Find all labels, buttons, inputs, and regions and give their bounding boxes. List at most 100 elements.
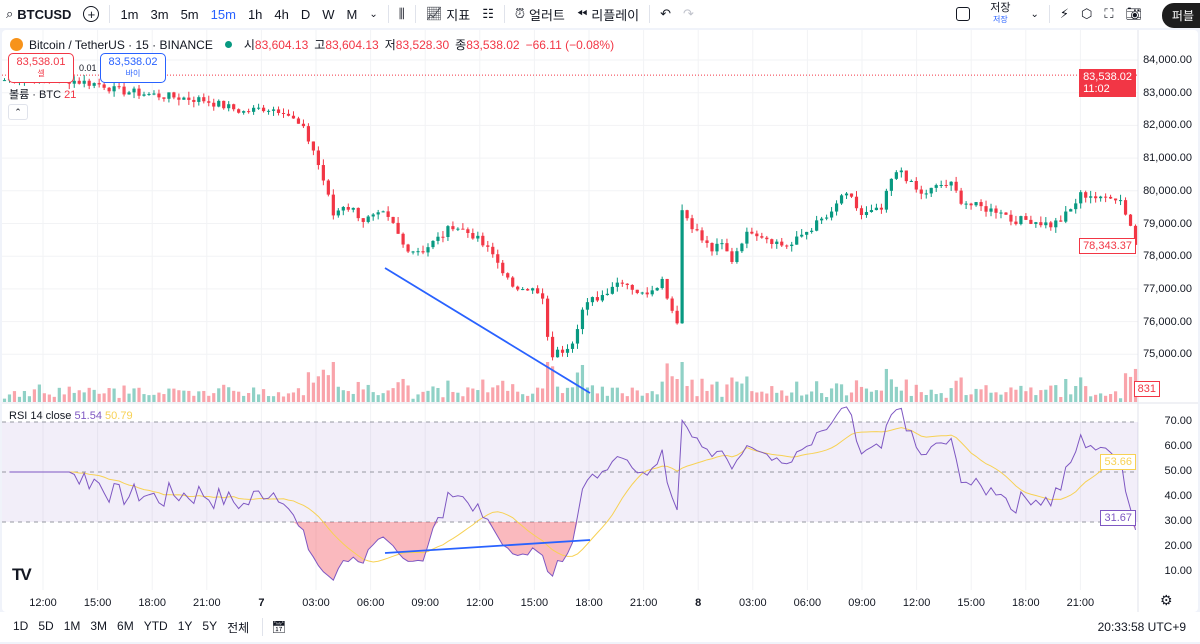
- tradingview-logo[interactable]: TV: [12, 565, 32, 584]
- axis-settings-gear-icon[interactable]: ⚙: [1160, 592, 1173, 608]
- volume-bar: [27, 396, 32, 402]
- volume-bar: [132, 388, 136, 402]
- tf-M[interactable]: M: [346, 6, 358, 22]
- candle-body: [401, 233, 405, 245]
- bottom-toolbar: 1D 5D 1M 3M 6M YTD 1Y 5Y 전체 📅︎ 20:33:58 UTC+9: [0, 612, 1200, 642]
- save-button[interactable]: 저장 저장: [976, 3, 1024, 25]
- candle-body: [820, 218, 824, 221]
- range-3M[interactable]: 3M: [90, 618, 108, 633]
- price-trendline-drawing[interactable]: [384, 267, 591, 394]
- add-symbol-button[interactable]: +: [77, 6, 105, 22]
- price-axis-label: 83,000.00: [1143, 86, 1192, 99]
- candle-body: [122, 86, 126, 95]
- candle-body: [1069, 209, 1073, 212]
- rsi-trendline-drawing[interactable]: [384, 539, 591, 554]
- candle-body: [202, 97, 206, 102]
- quick-search-button[interactable]: ⚡︎: [1054, 6, 1075, 22]
- candle-body: [740, 243, 744, 252]
- tf-5m[interactable]: 5m: [180, 6, 199, 22]
- candle-body: [72, 80, 76, 84]
- publish-button[interactable]: 퍼블: [1161, 3, 1200, 28]
- volume-bar: [381, 393, 385, 402]
- candle-body: [142, 94, 146, 96]
- candle-type-button[interactable]: ⫼: [393, 6, 411, 22]
- candle-body: [959, 190, 963, 204]
- hexagon-gear-icon: ⬡: [1081, 6, 1093, 21]
- range-1D[interactable]: 1D: [13, 618, 29, 633]
- volume-bar: [72, 392, 76, 402]
- range-1Y[interactable]: 1Y: [177, 618, 193, 633]
- candle-body: [969, 203, 973, 206]
- volume-bar: [1079, 377, 1083, 402]
- sell-button[interactable]: 83,538.01 셀: [8, 53, 74, 83]
- volume-bar: [167, 388, 171, 402]
- symbol-title[interactable]: Bitcoin / TetherUS · 15 · BINANCE: [29, 37, 213, 52]
- tf-1h[interactable]: 1h: [247, 6, 263, 22]
- undo-button[interactable]: ↶: [654, 6, 677, 22]
- range-YTD[interactable]: YTD: [143, 618, 168, 633]
- volume-bar: [635, 390, 639, 402]
- redo-button[interactable]: ↷: [677, 6, 700, 22]
- range-전체[interactable]: 전체: [227, 620, 250, 635]
- volume-bar: [1059, 396, 1063, 402]
- layouts-button[interactable]: ☷: [476, 6, 500, 22]
- low-label: 저: [384, 38, 396, 52]
- go-to-date-calendar-icon[interactable]: 📅︎: [271, 620, 287, 634]
- time-axis-label: 21:00: [1066, 597, 1095, 609]
- time-axis-label: 15:00: [520, 597, 549, 609]
- collapse-legend-button[interactable]: ⌃: [8, 104, 28, 120]
- volume-bar: [1094, 394, 1098, 402]
- buy-button[interactable]: 83,538.02 바이: [100, 53, 166, 83]
- volume-bar: [829, 388, 834, 402]
- alert-button[interactable]: ⏰︎ 얼러트: [509, 5, 571, 24]
- volume-bar: [157, 392, 161, 402]
- candle-body: [1094, 196, 1098, 199]
- volume-bar: [52, 396, 56, 402]
- volume-bar: [242, 395, 246, 402]
- range-6M[interactable]: 6M: [117, 618, 134, 633]
- replay-button[interactable]: ⏪︎ 리플레이: [571, 5, 645, 24]
- candle-body: [2, 80, 7, 82]
- fullscreen-button[interactable]: ⛶: [1098, 6, 1119, 22]
- chart-area[interactable]: Bitcoin / TetherUS · 15 · BINANCE 시83,60…: [2, 30, 1198, 612]
- volume-bar: [640, 395, 644, 402]
- candle-body: [899, 170, 903, 173]
- layout-select-button[interactable]: [950, 7, 976, 21]
- save-dropdown-chevron-icon[interactable]: ⌄: [1030, 8, 1039, 20]
- tf-1m[interactable]: 1m: [120, 6, 139, 22]
- volume-bar: [560, 393, 565, 402]
- symbol-search[interactable]: ⌕ BTCUSD: [6, 6, 72, 22]
- alarm-clock-icon: ⏰︎: [514, 6, 525, 21]
- volume-bar: [37, 384, 41, 402]
- candle-body: [421, 251, 425, 253]
- tf-15m[interactable]: 15m: [210, 6, 236, 22]
- replay-label: 리플레이: [591, 7, 640, 23]
- candle-body: [1074, 203, 1078, 210]
- indicators-button[interactable]: 📈︎ 지표: [420, 5, 476, 24]
- settings-button[interactable]: ⬡: [1075, 6, 1098, 22]
- clock[interactable]: 20:33:58 UTC+9: [1097, 620, 1186, 634]
- snapshot-button[interactable]: 📷︎: [1119, 6, 1148, 22]
- range-1M[interactable]: 1M: [63, 618, 81, 633]
- tf-W[interactable]: W: [322, 6, 335, 22]
- candle-body: [810, 230, 814, 232]
- candle-body: [252, 107, 256, 112]
- rsi-axis-label: 10.00: [1164, 565, 1192, 577]
- rsi-legend: RSI 14 close 51.54 50.79: [9, 410, 133, 422]
- candle-body: [690, 218, 694, 230]
- volume-bar: [800, 395, 804, 402]
- tf-D[interactable]: D: [300, 6, 311, 22]
- range-5Y[interactable]: 5Y: [202, 618, 218, 633]
- tf-4h[interactable]: 4h: [274, 6, 289, 22]
- candle-body: [466, 229, 470, 234]
- volume-bar: [839, 384, 844, 402]
- volume-bar: [436, 387, 440, 402]
- timeframe-dropdown-chevron-icon[interactable]: ⌄: [369, 8, 378, 20]
- chart-canvas[interactable]: [2, 30, 1198, 612]
- tf-3m[interactable]: 3m: [150, 6, 169, 22]
- volume-bar: [147, 395, 151, 402]
- volume-bar: [879, 390, 884, 402]
- range-5D[interactable]: 5D: [38, 618, 54, 633]
- volume-bar: [565, 387, 570, 402]
- candle-body: [1044, 222, 1048, 226]
